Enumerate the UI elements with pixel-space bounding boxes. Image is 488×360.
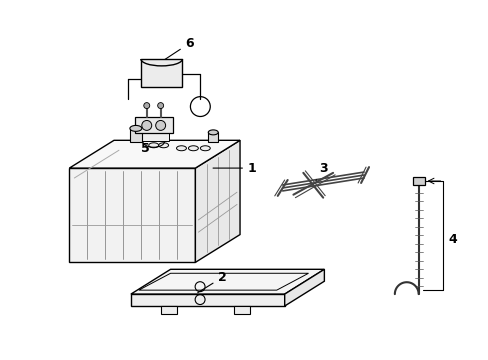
Ellipse shape [130, 125, 142, 131]
Polygon shape [233, 306, 249, 314]
Text: 2: 2 [197, 271, 226, 293]
Ellipse shape [176, 146, 186, 151]
Polygon shape [139, 133, 168, 141]
Text: 5: 5 [141, 136, 151, 155]
Polygon shape [141, 59, 182, 87]
Circle shape [157, 103, 163, 109]
Ellipse shape [200, 146, 210, 151]
Polygon shape [69, 140, 240, 168]
Polygon shape [131, 294, 284, 306]
Ellipse shape [208, 130, 218, 135]
Ellipse shape [148, 143, 158, 148]
Text: 3: 3 [315, 162, 327, 181]
Polygon shape [161, 306, 177, 314]
Polygon shape [131, 269, 324, 294]
Text: 4: 4 [447, 233, 456, 246]
Polygon shape [135, 117, 172, 133]
Ellipse shape [188, 146, 198, 151]
Polygon shape [284, 269, 324, 306]
Text: 1: 1 [213, 162, 256, 175]
Polygon shape [208, 132, 218, 142]
Text: 6: 6 [164, 37, 194, 59]
Polygon shape [130, 129, 142, 142]
Ellipse shape [158, 143, 168, 148]
Polygon shape [69, 168, 195, 262]
Circle shape [155, 121, 165, 130]
Circle shape [143, 103, 149, 109]
Circle shape [142, 121, 151, 130]
Polygon shape [195, 140, 240, 262]
Polygon shape [412, 177, 424, 185]
